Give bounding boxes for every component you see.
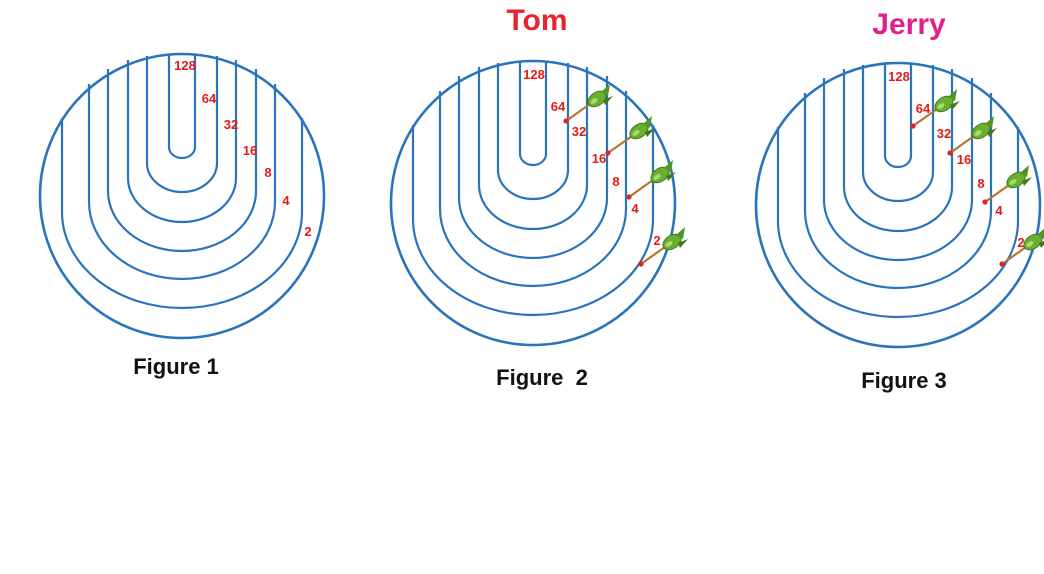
ring-6 — [883, 64, 913, 169]
dartboard-figure-2: 128 64 32 16 8 4 2 — [389, 59, 690, 347]
ring-4 — [477, 67, 589, 231]
ring-6 — [167, 55, 197, 160]
score-label-2: 2 — [1017, 235, 1024, 250]
dartboard-figure-3: 128 64 32 16 8 4 2 — [754, 61, 1044, 349]
score-label-8: 8 — [977, 176, 984, 191]
ring-3 — [106, 69, 258, 253]
ring-2 — [803, 93, 993, 290]
score-label-8: 8 — [612, 174, 619, 189]
board-rim — [389, 59, 677, 347]
ring-4 — [842, 69, 954, 233]
score-label-32: 32 — [224, 117, 238, 132]
score-label-4: 4 — [631, 201, 639, 216]
ring-5 — [861, 65, 935, 203]
figure-2-caption: Figure 2 — [496, 365, 588, 390]
score-label-4: 4 — [282, 193, 290, 208]
figure-3-caption: Figure 3 — [861, 368, 947, 393]
score-label-64: 64 — [202, 91, 217, 106]
ring-4 — [126, 60, 238, 224]
score-label-8: 8 — [264, 165, 271, 180]
score-label-128: 128 — [523, 67, 545, 82]
player-name-jerry: Jerry — [872, 8, 946, 41]
score-label-64: 64 — [551, 99, 566, 114]
ring-1 — [411, 125, 655, 317]
score-label-4: 4 — [995, 203, 1003, 218]
ring-1 — [60, 118, 304, 310]
dartboard-figure-1: 128 64 32 16 8 4 2 — [38, 52, 326, 340]
ring-5 — [145, 56, 219, 194]
ring-3 — [457, 76, 609, 260]
score-label-128: 128 — [888, 69, 910, 84]
score-label-16: 16 — [957, 152, 971, 167]
ring-6 — [518, 62, 548, 167]
score-label-2: 2 — [304, 224, 311, 239]
score-label-32: 32 — [572, 124, 586, 139]
score-label-64: 64 — [916, 101, 931, 116]
player-name-tom: Tom — [506, 4, 567, 37]
score-label-32: 32 — [937, 126, 951, 141]
ring-5 — [496, 63, 570, 201]
ring-2 — [438, 91, 628, 288]
score-label-128: 128 — [174, 58, 196, 73]
ring-2 — [87, 84, 277, 281]
board-rim — [38, 52, 326, 340]
figure-1-caption: Figure 1 — [133, 354, 219, 379]
score-label-16: 16 — [592, 151, 606, 166]
score-label-2: 2 — [653, 233, 660, 248]
ring-3 — [822, 78, 974, 262]
board-rim — [754, 61, 1042, 349]
score-label-16: 16 — [243, 143, 257, 158]
